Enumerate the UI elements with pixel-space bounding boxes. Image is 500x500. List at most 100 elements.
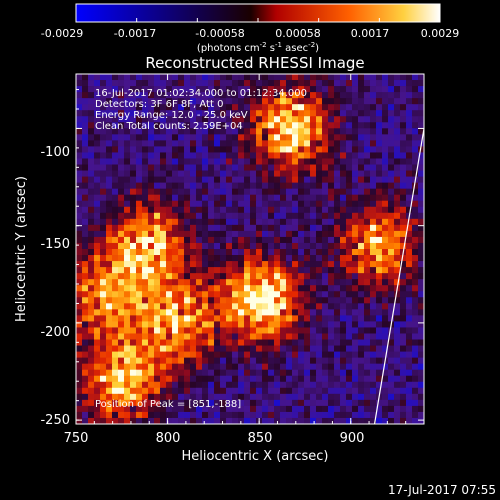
heatmap-cell [220, 212, 227, 220]
heatmap-cell [298, 303, 305, 310]
heatmap-cell [196, 279, 203, 286]
heatmap-cell [334, 212, 341, 220]
heatmap-cell [94, 116, 101, 123]
heatmap-cell [196, 345, 203, 352]
heatmap-cell [412, 309, 419, 316]
heatmap-cell [250, 315, 257, 322]
heatmap-cell [100, 399, 107, 407]
heatmap-cell [208, 200, 215, 208]
heatmap-cell [208, 351, 215, 359]
heatmap-cell [226, 327, 233, 334]
heatmap-cell [382, 116, 389, 123]
heatmap-cell [196, 369, 203, 377]
heatmap-cell [154, 146, 161, 153]
heatmap-cell [400, 309, 407, 316]
heatmap-cell [226, 236, 233, 244]
heatmap-cell [358, 176, 365, 184]
heatmap-cell [262, 291, 269, 298]
heatmap-cell [322, 230, 329, 238]
heatmap-cell [286, 411, 293, 419]
heatmap-cell [322, 224, 329, 232]
heatmap-cell [142, 128, 149, 135]
heatmap-cell [280, 279, 287, 286]
heatmap-cell [292, 116, 299, 123]
heatmap-cell [166, 146, 173, 153]
heatmap-cell [250, 285, 257, 292]
heatmap-cell [196, 381, 203, 389]
heatmap-cell [406, 333, 413, 340]
heatmap-cell [130, 291, 137, 298]
heatmap-cell [190, 297, 197, 304]
heatmap-cell [298, 291, 305, 298]
heatmap-cell [160, 411, 167, 419]
heatmap-cell [328, 261, 335, 268]
heatmap-cell [316, 285, 323, 292]
heatmap-cell [412, 333, 419, 340]
x-axis-title: Heliocentric X (arcsec) [182, 449, 329, 464]
heatmap-cell [142, 98, 149, 105]
heatmap-cell [352, 315, 359, 322]
heatmap-cell [412, 363, 419, 371]
heatmap-cell [106, 315, 113, 322]
heatmap-cell [184, 200, 191, 208]
heatmap-cell [178, 212, 185, 220]
heatmap-cell [136, 333, 143, 340]
heatmap-cell [244, 417, 251, 425]
heatmap-cell [346, 86, 353, 93]
heatmap-cell [208, 242, 215, 250]
heatmap-cell [346, 206, 353, 214]
heatmap-cell [142, 212, 149, 220]
heatmap-cell [184, 122, 191, 129]
heatmap-cell [94, 128, 101, 135]
heatmap-cell [340, 176, 347, 184]
heatmap-cell [418, 309, 425, 316]
heatmap-cell [406, 321, 413, 328]
heatmap-cell [304, 212, 311, 220]
heatmap-cell [148, 363, 155, 371]
heatmap-cell [388, 399, 395, 407]
heatmap-cell [100, 405, 107, 413]
heatmap-cell [250, 387, 257, 395]
heatmap-cell [88, 134, 95, 141]
heatmap-cell [340, 86, 347, 93]
heatmap-cell [172, 363, 179, 371]
heatmap-cell [178, 363, 185, 371]
heatmap-cell [322, 92, 329, 99]
heatmap-cell [358, 345, 365, 352]
heatmap-cell [352, 333, 359, 340]
heatmap-cell [202, 357, 209, 365]
heatmap-cell [256, 345, 263, 352]
heatmap-cell [394, 158, 401, 165]
heatmap-cell [382, 351, 389, 359]
heatmap-cell [280, 399, 287, 407]
heatmap-cell [208, 285, 215, 292]
heatmap-cell [358, 393, 365, 401]
heatmap-cell [376, 315, 383, 322]
heatmap-cell [244, 200, 251, 208]
heatmap-cell [298, 152, 305, 159]
heatmap-cell [358, 170, 365, 177]
heatmap-cell [76, 92, 83, 99]
heatmap-cell [262, 170, 269, 177]
heatmap-cell [106, 128, 113, 135]
heatmap-cell [214, 345, 221, 352]
heatmap-cell [358, 134, 365, 141]
heatmap-cell [292, 164, 299, 171]
heatmap-cell [172, 200, 179, 208]
heatmap-cell [208, 303, 215, 310]
heatmap-cell [142, 194, 149, 202]
heatmap-cell [100, 236, 107, 244]
heatmap-cell [232, 80, 239, 87]
heatmap-cell [406, 98, 413, 105]
heatmap-cell [130, 122, 137, 129]
heatmap-cell [298, 86, 305, 93]
heatmap-cell [280, 146, 287, 153]
heatmap-cell [232, 417, 239, 425]
heatmap-cell [412, 230, 419, 238]
heatmap-cell [130, 267, 137, 274]
heatmap-cell [238, 176, 245, 184]
heatmap-cell [82, 194, 89, 202]
heatmap-cell [418, 339, 425, 346]
annotation-clean-counts: Clean Total counts: 2.59E+04 [95, 121, 243, 132]
heatmap-cell [232, 218, 239, 226]
